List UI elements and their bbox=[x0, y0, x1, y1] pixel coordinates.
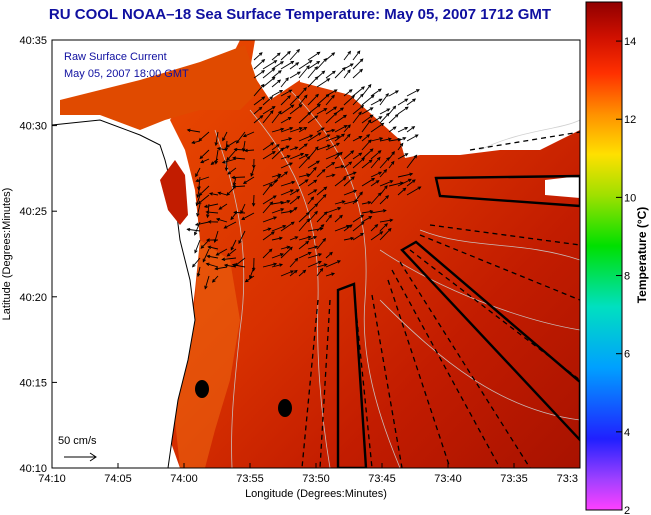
colorbar-tick-label: 14 bbox=[624, 36, 636, 48]
colorbar-ticks: 14 12 10 8 6 4 2 bbox=[616, 36, 636, 515]
annotation-line1: Raw Surface Current bbox=[64, 51, 167, 63]
cool-nearshore-band bbox=[175, 240, 240, 468]
y-tick-label: 40:15 bbox=[19, 377, 47, 389]
x-tick-label: 73:55 bbox=[236, 473, 264, 485]
x-tick-label: 73:40 bbox=[434, 473, 462, 485]
cloud-mask bbox=[300, 40, 580, 150]
y-tick-label: 40:10 bbox=[19, 463, 47, 475]
colorbar-tick-label: 8 bbox=[624, 271, 630, 283]
x-tick-label: 74:10 bbox=[38, 473, 66, 485]
northern-sea-patch bbox=[60, 45, 260, 130]
colorbar-tick-label: 10 bbox=[624, 192, 636, 204]
y-tick-label: 40:20 bbox=[19, 292, 47, 304]
buoy-marker bbox=[195, 380, 209, 398]
x-tick-label: 73:45 bbox=[368, 473, 396, 485]
y-axis-label: Latitude (Degrees:Minutes) bbox=[1, 188, 13, 321]
buoy-marker bbox=[278, 399, 292, 417]
annotation-line2: May 05, 2007 18:00 GMT bbox=[64, 68, 189, 80]
scale-arrow-icon bbox=[64, 452, 97, 462]
x-tick-label: 74:00 bbox=[170, 473, 198, 485]
surface-current-vectors bbox=[186, 48, 422, 290]
bathymetry-contours bbox=[214, 89, 580, 468]
x-tick-label: 73:35 bbox=[500, 473, 528, 485]
map-plot-area bbox=[52, 40, 580, 468]
y-tick-label: 40:25 bbox=[19, 206, 47, 218]
survey-boxes bbox=[336, 174, 580, 468]
sea-temperature-field bbox=[170, 40, 580, 468]
cloud-mask-right bbox=[545, 176, 580, 198]
scale-label: 50 cm/s bbox=[58, 435, 97, 447]
colorbar-tick-label: 2 bbox=[624, 505, 630, 515]
colorbar-tick-label: 6 bbox=[624, 349, 630, 361]
y-tick-label: 40:35 bbox=[19, 35, 47, 47]
sandy-hook bbox=[160, 160, 188, 225]
colorbar-tick-label: 4 bbox=[624, 427, 630, 439]
colorbar-title: Temperature (°C) bbox=[635, 207, 649, 304]
y-axis: 40:35 40:30 40:25 40:20 40:15 40:10 bbox=[19, 35, 57, 475]
coastline bbox=[52, 119, 196, 468]
x-axis-label: Longitude (Degrees:Minutes) bbox=[245, 488, 387, 500]
y-tick-label: 40:30 bbox=[19, 121, 47, 133]
x-tick-label: 73:3 bbox=[557, 473, 578, 485]
colorbar bbox=[585, 1, 623, 511]
colorbar-tick-label: 12 bbox=[624, 114, 636, 126]
map-title: RU COOL NOAA–18 Sea Surface Temperature:… bbox=[48, 6, 552, 23]
x-axis: 74:10 74:05 74:00 73:55 73:50 73:45 73:40 73:35… bbox=[38, 463, 581, 485]
x-tick-label: 73:50 bbox=[302, 473, 330, 485]
x-tick-label: 74:05 bbox=[104, 473, 132, 485]
